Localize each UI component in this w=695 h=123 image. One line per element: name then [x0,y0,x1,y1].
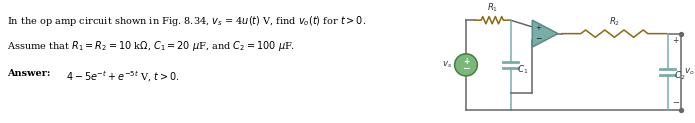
Text: $R_1$: $R_1$ [486,2,498,14]
Text: $v_o$: $v_o$ [684,66,694,77]
Text: $4 - 5e^{-t} + e^{-5t}$ V, $t > 0$.: $4 - 5e^{-t} + e^{-5t}$ V, $t > 0$. [66,69,180,84]
Text: +: + [673,36,679,45]
Text: $C_1$: $C_1$ [517,63,528,76]
Text: Answer:: Answer: [7,69,50,78]
Text: $C_2$: $C_2$ [674,69,685,82]
Text: −: − [462,64,470,73]
Text: In the op amp circuit shown in Fig. 8.34, $v_s$ = 4$u(t)$ V, find $v_o(t)$ for $: In the op amp circuit shown in Fig. 8.34… [7,14,366,28]
Text: +: + [535,25,541,31]
Text: −: − [535,35,541,44]
Text: $v_s$: $v_s$ [442,60,452,70]
Text: Assume that $R_1 = R_2 = 10$ k$\Omega$, $C_1 = 20$ $\mu$F, and $C_2 = 100$ $\mu$: Assume that $R_1 = R_2 = 10$ k$\Omega$, … [7,39,295,53]
Text: +: + [463,57,469,66]
Text: −: − [672,98,679,107]
Text: $R_2$: $R_2$ [609,15,620,28]
Circle shape [455,54,477,76]
Polygon shape [532,20,558,47]
